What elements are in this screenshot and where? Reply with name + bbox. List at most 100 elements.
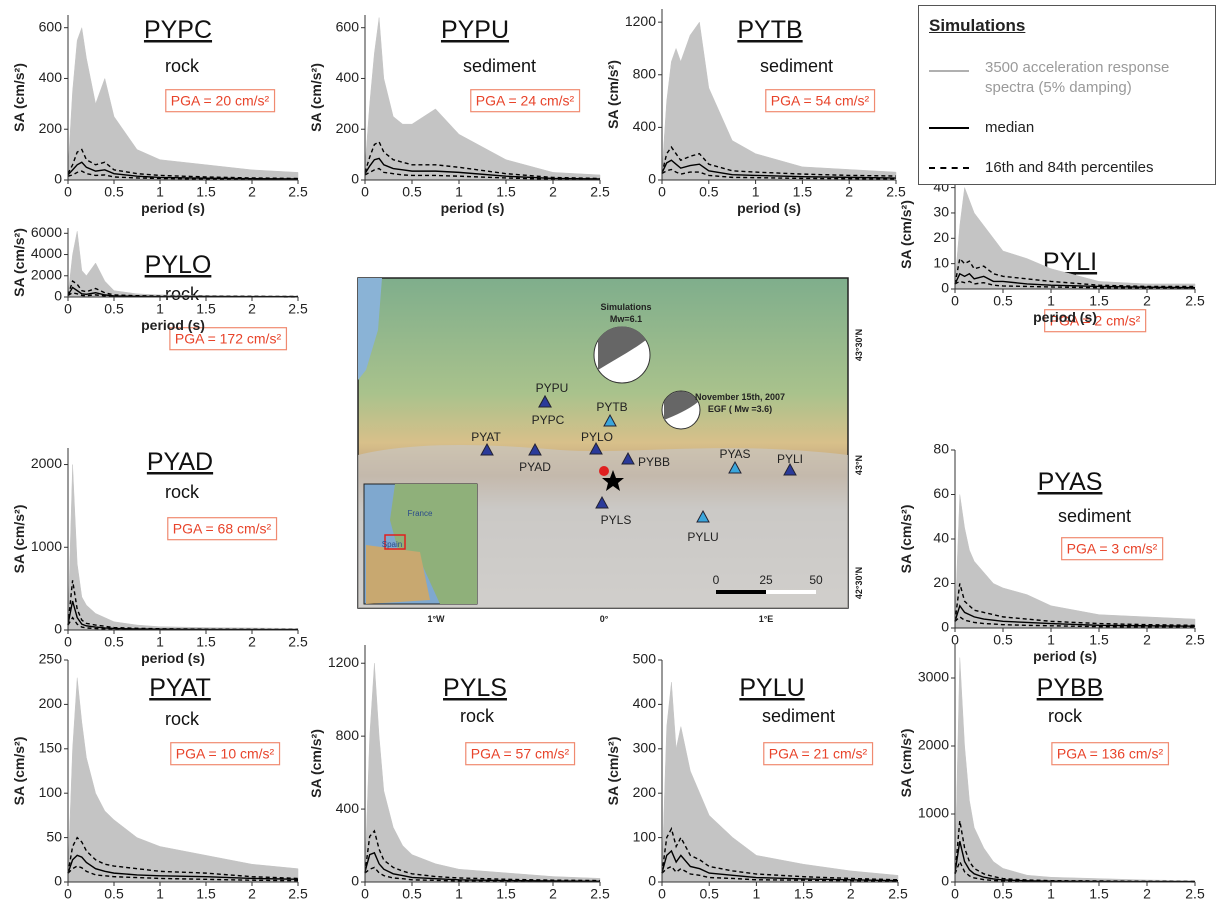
median-line — [67, 161, 299, 180]
pga-box — [167, 517, 278, 541]
x-tick-label: 0 — [361, 184, 369, 200]
pga-box — [1051, 742, 1170, 766]
y-tick-label: 100 — [39, 784, 63, 800]
percentile-line — [954, 280, 1196, 289]
y-tick-label: 2000 — [918, 737, 949, 753]
latitude-label: 43°N — [854, 455, 864, 475]
station-marker — [538, 394, 552, 408]
y-tick-label: 600 — [336, 18, 360, 34]
y-tick-label: 20 — [933, 574, 949, 590]
x-tick-label: 1 — [1047, 293, 1055, 309]
median-line — [954, 272, 1196, 289]
inset-label: Spain — [382, 540, 402, 549]
x-tick-label: 1 — [1047, 886, 1055, 900]
median-line — [364, 851, 601, 882]
pga-label: PGA = 24 cm/s² — [476, 93, 575, 109]
spectra-envelope — [661, 21, 897, 181]
station-label: PYLS — [601, 513, 632, 527]
x-axis-label: period (s) — [1033, 309, 1097, 325]
station-marker — [603, 413, 617, 427]
station-label: PYLI — [777, 452, 803, 466]
x-tick-label: 2.5 — [288, 886, 308, 900]
x-tick-label: 2.5 — [288, 184, 308, 200]
legend-swatch — [929, 127, 969, 129]
station-label: PYLU — [687, 530, 718, 544]
y-axis-label: SA (cm/s²) — [11, 63, 27, 132]
y-tick-label: 1200 — [625, 13, 656, 29]
y-axis-label: SA (cm/s²) — [11, 505, 27, 574]
x-tick-label: 2 — [1143, 886, 1151, 900]
inset-land — [390, 484, 477, 604]
percentile-line — [67, 148, 299, 180]
site-type: sediment — [463, 56, 536, 76]
site-type: rock — [165, 709, 200, 729]
site-type: rock — [165, 482, 200, 502]
x-axis-label: period (s) — [737, 200, 801, 216]
x-tick-label: 0 — [64, 634, 72, 650]
station-marker — [728, 460, 742, 474]
panel: PYTB sediment PGA = 54 cm/s² 0 400 800 1200 0 0.… — [605, 9, 906, 216]
legend-title: Simulations — [929, 16, 1026, 35]
site-type: sediment — [1058, 506, 1131, 526]
x-tick-label: 1 — [455, 886, 463, 900]
x-tick-label: 0 — [951, 293, 959, 309]
y-tick-label: 500 — [633, 651, 657, 667]
station-marker — [696, 509, 710, 523]
x-axis-label: period (s) — [141, 200, 205, 216]
y-tick-label: 0 — [648, 873, 656, 889]
map-mountains — [358, 445, 848, 608]
spectra-envelope — [67, 677, 299, 883]
x-tick-label: 1 — [752, 184, 760, 200]
inset-frame — [384, 534, 406, 550]
x-tick-label: 2 — [549, 886, 557, 900]
y-tick-label: 400 — [633, 118, 657, 134]
y-tick-label: 800 — [336, 727, 360, 743]
legend-label: 3500 acceleration response spectra (5% d… — [985, 59, 1170, 96]
y-tick-label: 100 — [633, 828, 657, 844]
y-tick-label: 3000 — [918, 669, 949, 685]
panel: PYAS sediment PGA = 3 cm/s² 0 20 40 60 80 0 0.5 1 1… — [898, 441, 1205, 664]
panel-title: PYPU — [441, 16, 509, 44]
scale-label: 50 — [809, 573, 823, 587]
pga-label: PGA = 20 cm/s² — [171, 93, 270, 109]
scale-label: 25 — [759, 573, 773, 587]
y-tick-label: 0 — [54, 873, 62, 889]
y-tick-label: 40 — [933, 530, 949, 546]
legend-label: median — [985, 119, 1035, 136]
y-axis-label: SA (cm/s²) — [605, 737, 621, 806]
y-tick-label: 0 — [54, 288, 62, 304]
x-tick-label: 2 — [549, 184, 557, 200]
x-tick-label: 1.5 — [196, 184, 216, 200]
pga-label: PGA = 172 cm/s² — [175, 331, 282, 347]
x-tick-label: 2 — [248, 634, 256, 650]
y-axis-label: SA (cm/s²) — [308, 63, 324, 132]
percentile-line — [364, 866, 601, 883]
pga-label: PGA = 10 cm/s² — [176, 746, 275, 762]
y-tick-label: 400 — [633, 695, 657, 711]
x-tick-label: 0 — [658, 886, 666, 900]
x-tick-label: 2.5 — [1185, 886, 1205, 900]
pga-box — [465, 742, 576, 766]
inset-land — [366, 545, 430, 604]
x-tick-label: 0.5 — [104, 301, 124, 317]
x-tick-label: 2 — [248, 886, 256, 900]
beach-ball-small-shade — [664, 391, 698, 420]
legend: Simulations 3500 acceleration response s… — [918, 5, 1216, 185]
x-tick-label: 0.5 — [993, 632, 1013, 648]
percentile-line — [67, 292, 299, 298]
map-annotation: EGF ( Mw =3.6) — [708, 404, 772, 414]
x-tick-label: 1.5 — [196, 634, 216, 650]
median-line — [661, 849, 899, 882]
y-tick-label: 2000 — [31, 266, 62, 282]
x-tick-label: 1 — [1047, 632, 1055, 648]
median-line — [364, 157, 601, 180]
y-tick-label: 2000 — [31, 455, 62, 471]
percentile-line — [364, 167, 601, 181]
station-label: PYAS — [719, 447, 750, 461]
y-tick-label: 1200 — [328, 654, 359, 670]
site-type: rock — [460, 706, 495, 726]
percentile-line — [67, 836, 299, 880]
y-axis-label: SA (cm/s²) — [898, 505, 914, 574]
legend-swatch — [929, 70, 969, 72]
